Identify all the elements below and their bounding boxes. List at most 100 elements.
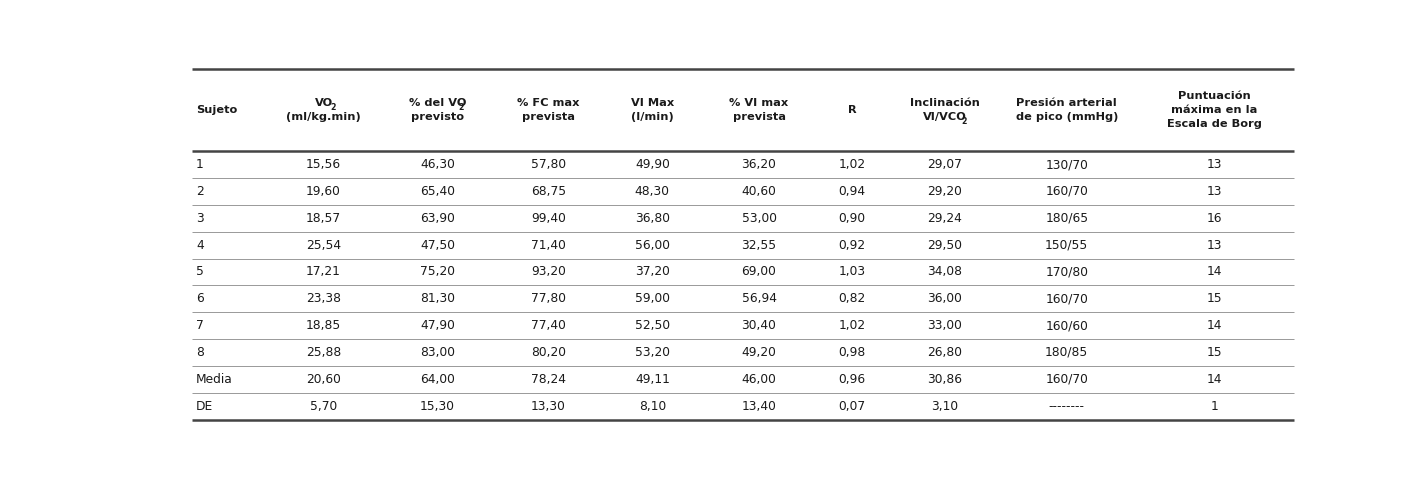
Text: 18,85: 18,85 [307,319,341,332]
Text: 25,88: 25,88 [307,346,341,359]
Text: 15,56: 15,56 [307,158,341,171]
Text: 16: 16 [1206,212,1222,225]
Text: 8: 8 [195,346,204,359]
Text: 17,21: 17,21 [307,266,341,278]
Text: 33,00: 33,00 [927,319,963,332]
Text: 130/70: 130/70 [1045,158,1088,171]
Text: 36,20: 36,20 [742,158,776,171]
Text: 53,00: 53,00 [742,212,777,225]
Text: 53,20: 53,20 [635,346,670,359]
Text: 160/70: 160/70 [1045,292,1088,305]
Text: R: R [847,105,856,115]
Text: 0,90: 0,90 [838,212,866,225]
Text: 5: 5 [195,266,204,278]
Text: 14: 14 [1206,373,1222,386]
Text: 77,80: 77,80 [530,292,566,305]
Text: 57,80: 57,80 [530,158,566,171]
Text: 20,60: 20,60 [307,373,341,386]
Text: --------: -------- [1048,400,1085,413]
Text: VI/VCO: VI/VCO [923,112,967,122]
Text: 29,07: 29,07 [927,158,963,171]
Text: VO: VO [315,98,332,108]
Text: 29,50: 29,50 [927,239,963,252]
Text: 13,40: 13,40 [742,400,776,413]
Text: 15: 15 [1206,346,1222,359]
Text: 1,02: 1,02 [838,319,866,332]
Text: previsto: previsto [411,112,463,122]
Text: 1: 1 [1211,400,1218,413]
Text: 26,80: 26,80 [927,346,963,359]
Text: 56,00: 56,00 [635,239,670,252]
Text: 29,24: 29,24 [927,212,963,225]
Text: 52,50: 52,50 [635,319,670,332]
Text: 13: 13 [1206,185,1222,198]
Text: 75,20: 75,20 [419,266,455,278]
Text: Presión arterial: Presión arterial [1017,98,1117,108]
Text: 5,70: 5,70 [309,400,337,413]
Text: DE: DE [195,400,212,413]
Text: VI Max: VI Max [630,98,674,108]
Text: 25,54: 25,54 [307,239,341,252]
Text: 36,80: 36,80 [635,212,670,225]
Text: 18,57: 18,57 [307,212,341,225]
Text: 30,40: 30,40 [742,319,776,332]
Text: 3: 3 [195,212,204,225]
Text: 8,10: 8,10 [639,400,666,413]
Text: 49,11: 49,11 [635,373,670,386]
Text: 2: 2 [195,185,204,198]
Text: 2: 2 [961,117,967,126]
Text: 46,30: 46,30 [421,158,455,171]
Text: 13: 13 [1206,239,1222,252]
Text: 56,94: 56,94 [742,292,777,305]
Text: % del VO: % del VO [409,98,466,108]
Text: 80,20: 80,20 [530,346,566,359]
Text: 46,00: 46,00 [742,373,776,386]
Text: 77,40: 77,40 [530,319,566,332]
Text: 2: 2 [331,103,337,112]
Text: 0,07: 0,07 [838,400,866,413]
Text: 170/80: 170/80 [1045,266,1088,278]
Text: 29,20: 29,20 [927,185,963,198]
Text: 59,00: 59,00 [635,292,670,305]
Text: Puntuación: Puntuación [1178,91,1251,101]
Text: 0,94: 0,94 [838,185,866,198]
Text: prevista: prevista [522,112,575,122]
Text: % FC max: % FC max [518,98,580,108]
Text: 99,40: 99,40 [530,212,566,225]
Text: 1,03: 1,03 [838,266,866,278]
Text: 23,38: 23,38 [307,292,341,305]
Text: (ml/kg.min): (ml/kg.min) [287,112,361,122]
Text: 78,24: 78,24 [530,373,566,386]
Text: 19,60: 19,60 [307,185,341,198]
Text: 1,02: 1,02 [838,158,866,171]
Text: (l/min): (l/min) [630,112,673,122]
Text: 47,50: 47,50 [419,239,455,252]
Text: 160/70: 160/70 [1045,373,1088,386]
Text: 13,30: 13,30 [530,400,566,413]
Text: 81,30: 81,30 [419,292,455,305]
Text: 49,20: 49,20 [742,346,776,359]
Text: Sujeto: Sujeto [195,105,237,115]
Text: 71,40: 71,40 [530,239,566,252]
Text: de pico (mmHg): de pico (mmHg) [1015,112,1118,122]
Text: % VI max: % VI max [729,98,789,108]
Text: 0,82: 0,82 [838,292,866,305]
Text: 32,55: 32,55 [742,239,777,252]
Text: 48,30: 48,30 [635,185,670,198]
Text: 83,00: 83,00 [419,346,455,359]
Text: 0,96: 0,96 [838,373,866,386]
Text: 6: 6 [195,292,204,305]
Text: 47,90: 47,90 [421,319,455,332]
Text: 93,20: 93,20 [530,266,566,278]
Text: 15: 15 [1206,292,1222,305]
Text: 0,98: 0,98 [838,346,866,359]
Text: 15,30: 15,30 [419,400,455,413]
Text: Media: Media [195,373,232,386]
Text: 36,00: 36,00 [927,292,963,305]
Text: Inclinación: Inclinación [910,98,980,108]
Text: 160/60: 160/60 [1045,319,1088,332]
Text: 63,90: 63,90 [421,212,455,225]
Text: 40,60: 40,60 [742,185,776,198]
Text: 160/70: 160/70 [1045,185,1088,198]
Text: 14: 14 [1206,266,1222,278]
